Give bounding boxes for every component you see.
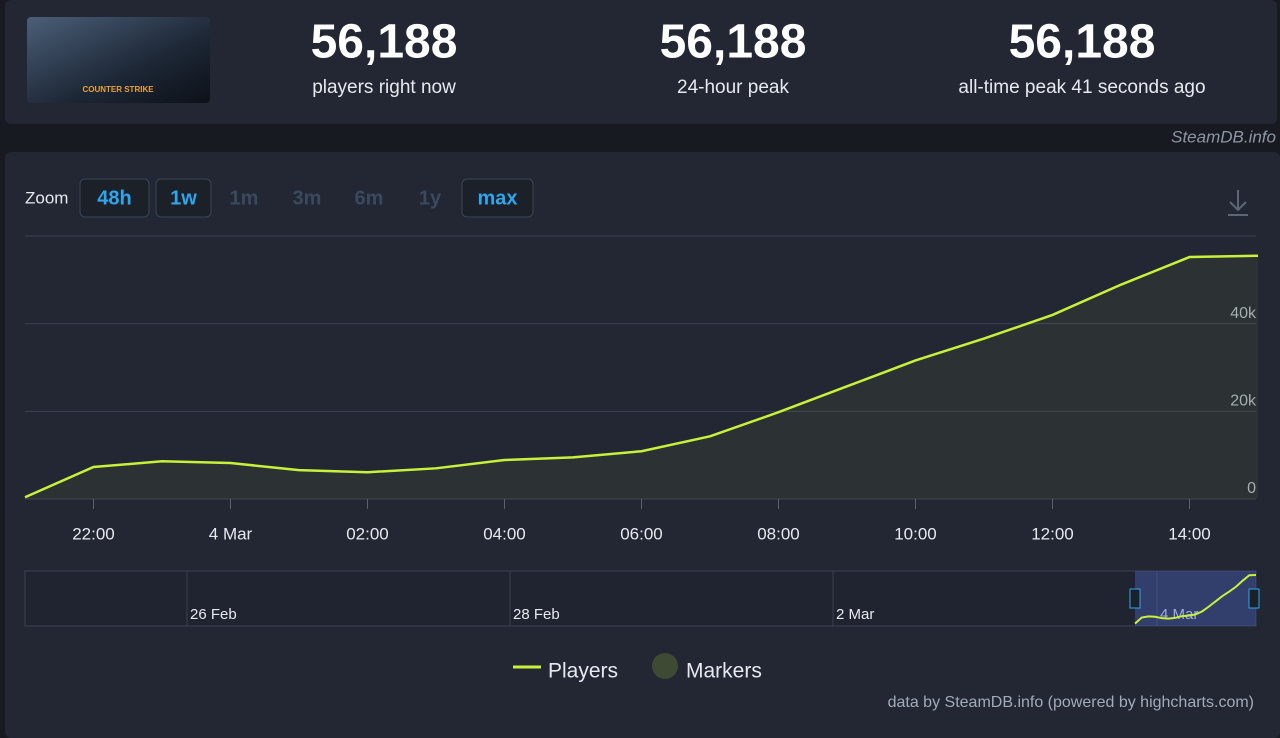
navigator-selection[interactable] bbox=[1135, 571, 1256, 626]
zoom-button-label: 1y bbox=[419, 187, 442, 209]
x-tick-label: 10:00 bbox=[894, 524, 937, 543]
y-tick-label: 40k bbox=[1230, 305, 1257, 322]
stat-value: 56,188 bbox=[1009, 16, 1156, 69]
x-tick-label: 4 Mar bbox=[209, 524, 253, 543]
x-tick-label: 06:00 bbox=[620, 524, 663, 543]
legend-label[interactable]: Markers bbox=[686, 660, 762, 683]
x-tick-label: 08:00 bbox=[757, 524, 800, 543]
y-tick-label: 0 bbox=[1247, 480, 1256, 497]
zoom-button-label[interactable]: 48h bbox=[97, 187, 131, 209]
stat-value: 56,188 bbox=[311, 16, 458, 69]
legend-label[interactable]: Players bbox=[548, 660, 618, 683]
x-tick-label: 04:00 bbox=[483, 524, 526, 543]
stat-label: 24-hour peak bbox=[677, 77, 789, 98]
navigator-handle[interactable] bbox=[1129, 588, 1141, 609]
download-icon[interactable] bbox=[1228, 190, 1248, 216]
x-tick-label: 02:00 bbox=[346, 524, 389, 543]
zoom-button-label: 6m bbox=[355, 187, 384, 209]
navigator-handle[interactable] bbox=[1248, 588, 1260, 609]
zoom-button-label[interactable]: 1w bbox=[170, 187, 197, 209]
stat-value: 56,188 bbox=[660, 16, 807, 69]
series-line bbox=[24, 254, 1259, 499]
zoom-label: Zoom bbox=[25, 188, 68, 207]
series-area bbox=[25, 255, 1258, 499]
zoom-button-label[interactable]: max bbox=[477, 187, 517, 209]
x-tick-label: 14:00 bbox=[1168, 524, 1211, 543]
credits[interactable]: data by SteamDB.info (powered by highcha… bbox=[888, 694, 1254, 711]
game-logo: COUNTER STRIKE bbox=[82, 85, 154, 94]
navigator-label: 2 Mar bbox=[836, 606, 874, 623]
zoom-button[interactable] bbox=[79, 178, 150, 218]
stat-label: all-time peak 41 seconds ago bbox=[958, 77, 1205, 98]
zoom-button[interactable] bbox=[155, 178, 212, 218]
zoom-button-label: 1m bbox=[230, 187, 259, 209]
legend-swatch bbox=[652, 653, 678, 679]
stats-panel bbox=[5, 0, 1277, 124]
stat-label: players right now bbox=[312, 77, 456, 98]
zoom-button-label: 3m bbox=[293, 187, 322, 209]
navigator-label: 28 Feb bbox=[513, 606, 560, 623]
navigator-line bbox=[1134, 573, 1257, 625]
y-tick-label: 20k bbox=[1230, 393, 1257, 410]
x-tick-label: 22:00 bbox=[72, 524, 115, 543]
zoom-button[interactable] bbox=[461, 178, 534, 218]
game-thumbnail[interactable] bbox=[27, 17, 210, 103]
navigator-label: 26 Feb bbox=[190, 606, 237, 623]
x-tick-label: 12:00 bbox=[1031, 524, 1074, 543]
watermark[interactable]: SteamDB.info bbox=[1171, 127, 1276, 146]
